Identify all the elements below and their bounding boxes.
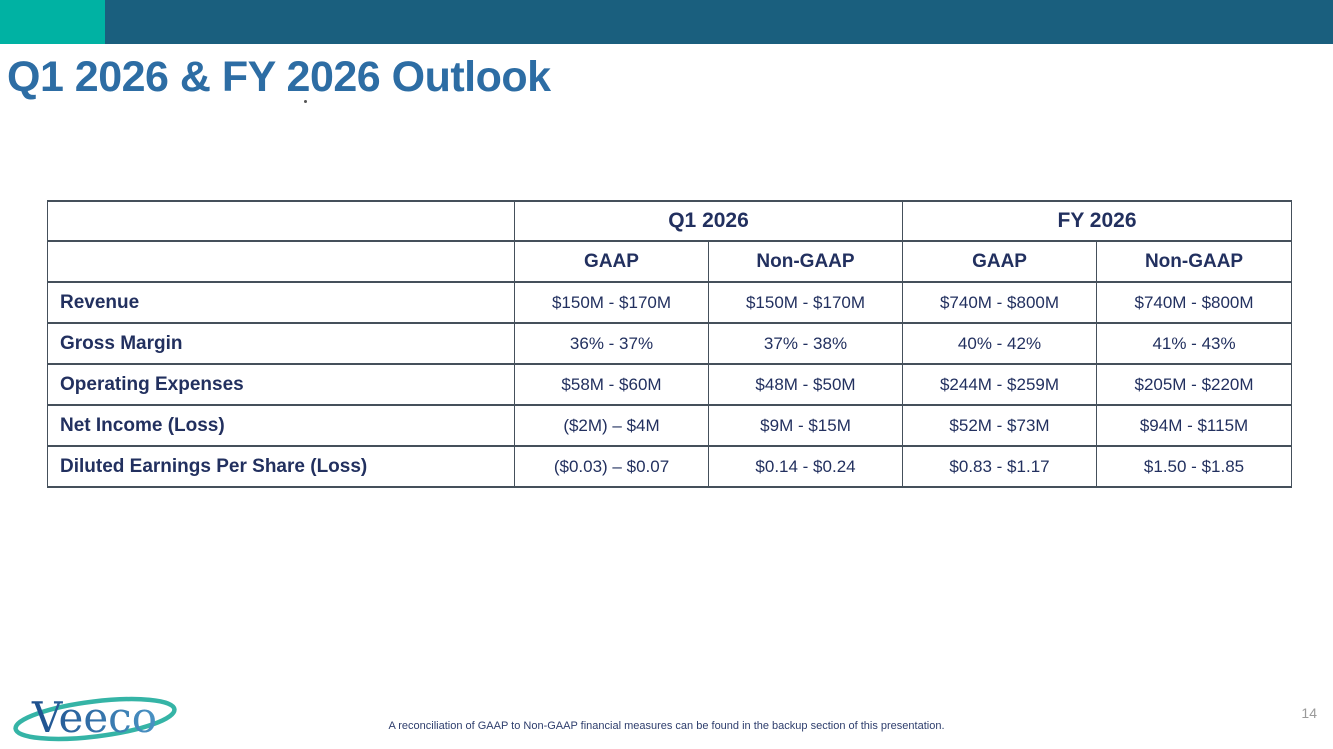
empty-corner-cell [47,200,515,242]
table-cell: 37% - 38% [707,322,904,365]
table-row-revenue: Revenue $150M - $170M $150M - $170M $740… [47,281,1293,324]
table-cell: ($2M) – $4M [514,404,709,447]
table-row-net-income: Net Income (Loss) ($2M) – $4M $9M - $15M… [47,404,1293,447]
table-cell: ($0.03) – $0.07 [514,445,709,488]
row-label: Operating Expenses [47,363,515,406]
table-cell: $0.83 - $1.17 [902,445,1098,488]
table-row-diluted-eps: Diluted Earnings Per Share (Loss) ($0.03… [47,445,1293,488]
empty-corner-cell [47,240,515,283]
table-cell: $52M - $73M [902,404,1098,447]
table-cell: $1.50 - $1.85 [1096,445,1293,488]
row-label: Revenue [47,281,515,324]
table-row-sub-headers: GAAP Non-GAAP GAAP Non-GAAP [47,240,1293,283]
table-cell: $0.14 - $0.24 [707,445,904,488]
table-cell: $150M - $170M [707,281,904,324]
table-cell: 36% - 37% [514,322,709,365]
table-cell: $94M - $115M [1096,404,1293,447]
logo-swoosh-ellipse [13,696,177,742]
page-number: 14 [1301,705,1317,721]
table-row-column-groups: Q1 2026 FY 2026 [47,200,1293,242]
table-cell: 40% - 42% [902,322,1098,365]
column-group-fy-2026: FY 2026 [902,200,1293,242]
table-cell: $48M - $50M [707,363,904,406]
column-header-fy-non-gaap: Non-GAAP [1096,240,1293,283]
column-header-q1-non-gaap: Non-GAAP [707,240,904,283]
table-cell: 41% - 43% [1096,322,1293,365]
veeco-logo-graphic: Veeco [13,693,177,742]
footnote-text: A reconciliation of GAAP to Non-GAAP fin… [388,720,945,732]
teal-accent-block [0,0,105,44]
row-label: Gross Margin [47,322,515,365]
table-cell: $205M - $220M [1096,363,1293,406]
table-cell: $244M - $259M [902,363,1098,406]
table-cell: $58M - $60M [514,363,709,406]
table-cell: $740M - $800M [902,281,1098,324]
column-header-q1-gaap: GAAP [514,240,709,283]
page-title: Q1 2026 & FY 2026 Outlook [7,53,551,101]
stray-period-dot [304,100,307,103]
veeco-logo: Veeco [8,685,180,749]
table-cell: $150M - $170M [514,281,709,324]
row-label: Diluted Earnings Per Share (Loss) [47,445,515,488]
column-header-fy-gaap: GAAP [902,240,1098,283]
top-banner [0,0,1333,44]
column-group-q1-2026: Q1 2026 [513,200,904,242]
table-row-operating-expenses: Operating Expenses $58M - $60M $48M - $5… [47,363,1293,406]
table-cell: $9M - $15M [707,404,904,447]
outlook-table: Q1 2026 FY 2026 GAAP Non-GAAP GAAP Non-G… [47,200,1293,488]
logo-text: Veeco [31,693,157,742]
row-label: Net Income (Loss) [47,404,515,447]
table-row-gross-margin: Gross Margin 36% - 37% 37% - 38% 40% - 4… [47,322,1293,365]
table-cell: $740M - $800M [1096,281,1293,324]
